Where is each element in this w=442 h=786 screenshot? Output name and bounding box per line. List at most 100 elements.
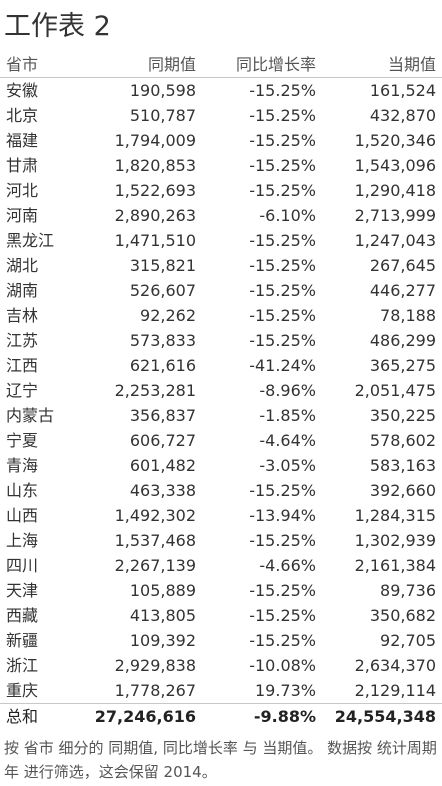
cell-current-value: 486,299: [369, 331, 436, 350]
cell-current-value: 2,634,370: [354, 656, 436, 675]
total-yoy-growth: -9.88%: [253, 707, 316, 726]
cell-prior-value: 2,253,281: [114, 381, 196, 400]
cell-province: 黑龙江: [6, 231, 55, 250]
cell-current-value: 365,275: [369, 356, 436, 375]
table-row[interactable]: 浙江 2,929,838 -10.08% 2,634,370: [0, 653, 442, 678]
data-table: 省市 同期值 同比增长率 当期值 安徽 190,598 -15.25% 161,524…: [0, 52, 442, 729]
table-row[interactable]: 山西 1,492,302 -13.94% 1,284,315: [0, 503, 442, 528]
cell-prior-value: 105,889: [129, 581, 196, 600]
table-row[interactable]: 吉林 92,262 -15.25% 78,188: [0, 303, 442, 328]
cell-current-value: 89,736: [380, 581, 436, 600]
cell-prior-value: 356,837: [129, 406, 196, 425]
cell-yoy-growth: -10.08%: [249, 656, 316, 675]
cell-current-value: 78,188: [380, 306, 436, 325]
cell-current-value: 432,870: [369, 106, 436, 125]
cell-yoy-growth: -15.25%: [249, 481, 316, 500]
cell-prior-value: 1,820,853: [114, 156, 196, 175]
table-row[interactable]: 江苏 573,833 -15.25% 486,299: [0, 328, 442, 353]
table-row[interactable]: 北京 510,787 -15.25% 432,870: [0, 103, 442, 128]
cell-prior-value: 1,522,693: [114, 181, 196, 200]
cell-yoy-growth: -15.25%: [249, 81, 316, 100]
header-current-value[interactable]: 当期值: [387, 55, 436, 74]
table-row[interactable]: 宁夏 606,727 -4.64% 578,602: [0, 428, 442, 453]
table-row[interactable]: 山东 463,338 -15.25% 392,660: [0, 478, 442, 503]
cell-prior-value: 1,492,302: [114, 506, 196, 525]
cell-province: 青海: [6, 456, 39, 475]
cell-prior-value: 2,929,838: [114, 656, 196, 675]
table-row[interactable]: 辽宁 2,253,281 -8.96% 2,051,475: [0, 378, 442, 403]
cell-province: 新疆: [6, 631, 39, 650]
cell-yoy-growth: -1.85%: [259, 406, 316, 425]
cell-province: 湖北: [6, 256, 39, 275]
cell-yoy-growth: 19.73%: [254, 681, 316, 700]
table-row[interactable]: 新疆 109,392 -15.25% 92,705: [0, 628, 442, 653]
cell-yoy-growth: -8.96%: [259, 381, 316, 400]
cell-yoy-growth: -15.25%: [249, 306, 316, 325]
table-row[interactable]: 河南 2,890,263 -6.10% 2,713,999: [0, 203, 442, 228]
cell-current-value: 1,520,346: [354, 131, 436, 150]
header-yoy-growth[interactable]: 同比增长率: [235, 55, 316, 74]
cell-province: 北京: [6, 106, 39, 125]
cell-current-value: 267,645: [369, 256, 436, 275]
cell-current-value: 350,225: [369, 406, 436, 425]
table-row[interactable]: 四川 2,267,139 -4.66% 2,161,384: [0, 553, 442, 578]
cell-yoy-growth: -4.64%: [259, 431, 316, 450]
total-prior-value: 27,246,616: [94, 707, 196, 726]
cell-prior-value: 1,471,510: [114, 231, 196, 250]
table-row[interactable]: 湖北 315,821 -15.25% 267,645: [0, 253, 442, 278]
total-label: 总和: [6, 707, 39, 726]
cell-province: 江西: [6, 356, 39, 375]
table-row[interactable]: 湖南 526,607 -15.25% 446,277: [0, 278, 442, 303]
cell-yoy-growth: -15.25%: [249, 106, 316, 125]
cell-current-value: 392,660: [369, 481, 436, 500]
cell-yoy-growth: -6.10%: [259, 206, 316, 225]
sheet-caption: 按 省市 细分的 同期值, 同比增长率 与 当期值。 数据按 统计周期 年 进行…: [4, 739, 437, 781]
cell-province: 上海: [6, 531, 39, 550]
cell-current-value: 1,290,418: [354, 181, 436, 200]
cell-yoy-growth: -15.25%: [249, 331, 316, 350]
cell-province: 山东: [6, 481, 39, 500]
cell-prior-value: 109,392: [129, 631, 196, 650]
table-row[interactable]: 黑龙江 1,471,510 -15.25% 1,247,043: [0, 228, 442, 253]
cell-current-value: 1,247,043: [354, 231, 436, 250]
table-header: 省市 同期值 同比增长率 当期值: [0, 52, 442, 78]
cell-current-value: 2,051,475: [354, 381, 436, 400]
table-row[interactable]: 上海 1,537,468 -15.25% 1,302,939: [0, 528, 442, 553]
table-row[interactable]: 内蒙古 356,837 -1.85% 350,225: [0, 403, 442, 428]
header-prior-value[interactable]: 同期值: [147, 55, 196, 74]
table-row[interactable]: 天津 105,889 -15.25% 89,736: [0, 578, 442, 603]
table-row[interactable]: 重庆 1,778,267 19.73% 2,129,114: [0, 678, 442, 703]
table-row[interactable]: 福建 1,794,009 -15.25% 1,520,346: [0, 128, 442, 153]
cell-province: 安徽: [6, 81, 39, 100]
cell-current-value: 578,602: [369, 431, 436, 450]
cell-prior-value: 190,598: [129, 81, 196, 100]
cell-current-value: 583,163: [369, 456, 436, 475]
cell-prior-value: 1,537,468: [114, 531, 196, 550]
cell-prior-value: 526,607: [129, 281, 196, 300]
table-row[interactable]: 甘肃 1,820,853 -15.25% 1,543,096: [0, 153, 442, 178]
cell-prior-value: 413,805: [129, 606, 196, 625]
cell-current-value: 92,705: [380, 631, 436, 650]
header-province[interactable]: 省市: [6, 55, 39, 74]
cell-prior-value: 1,778,267: [114, 681, 196, 700]
table-row[interactable]: 西藏 413,805 -15.25% 350,682: [0, 603, 442, 628]
cell-province: 西藏: [6, 606, 39, 625]
table-row[interactable]: 安徽 190,598 -15.25% 161,524: [0, 78, 442, 103]
cell-province: 福建: [6, 131, 39, 150]
cell-province: 吉林: [6, 306, 39, 325]
cell-prior-value: 92,262: [140, 306, 196, 325]
table-row[interactable]: 青海 601,482 -3.05% 583,163: [0, 453, 442, 478]
cell-yoy-growth: -15.25%: [249, 181, 316, 200]
table-row[interactable]: 河北 1,522,693 -15.25% 1,290,418: [0, 178, 442, 203]
cell-prior-value: 601,482: [129, 456, 196, 475]
cell-yoy-growth: -4.66%: [259, 556, 316, 575]
cell-yoy-growth: -41.24%: [249, 356, 316, 375]
cell-prior-value: 606,727: [129, 431, 196, 450]
cell-prior-value: 2,267,139: [114, 556, 196, 575]
table-body: 安徽 190,598 -15.25% 161,524 北京 510,787 -15.25% 4…: [0, 78, 442, 703]
cell-province: 辽宁: [6, 381, 39, 400]
table-row[interactable]: 江西 621,616 -41.24% 365,275: [0, 353, 442, 378]
cell-province: 山西: [6, 506, 39, 525]
cell-yoy-growth: -15.25%: [249, 281, 316, 300]
total-row[interactable]: 总和 27,246,616 -9.88% 24,554,348: [0, 703, 442, 729]
